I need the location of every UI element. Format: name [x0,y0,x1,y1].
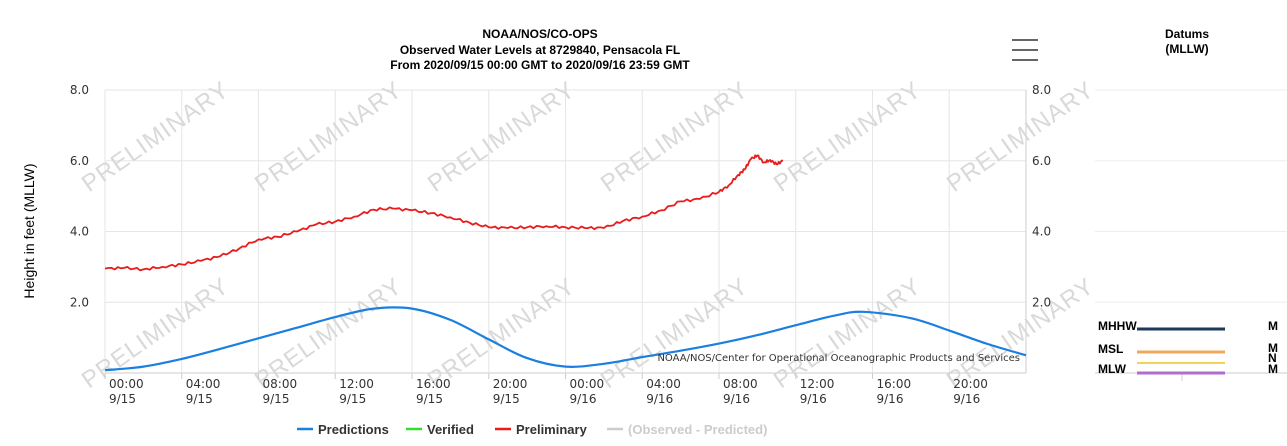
y-tick-label-left: 6.0 [70,154,89,168]
x-tick-label-date: 9/15 [263,392,290,406]
y-axis-title: Height in feet (MLLW) [21,163,37,298]
y-tick-label-right: 8.0 [1032,83,1051,97]
watermark-text: PRELIMINARY [769,272,926,394]
watermark-text: PRELIMINARY [942,272,1099,394]
x-tick-label-time: 04:00 [646,377,681,391]
datum-label-mlw: MLW [1098,362,1127,376]
x-tick-label-date: 9/15 [493,392,520,406]
chart-subtitle-range: From 2020/09/15 00:00 GMT to 2020/09/16 … [390,58,690,72]
y-tick-label-left: 2.0 [70,295,89,309]
x-tick-label-date: 9/15 [416,392,443,406]
datum-label-clipped: N [1268,351,1277,365]
series-line-predictions [104,306,1027,372]
x-tick-label-date: 9/16 [877,392,904,406]
x-tick-label-time: 20:00 [493,377,528,391]
x-tick-label-time: 16:00 [877,377,912,391]
chart-subtitle-station: Observed Water Levels at 8729840, Pensac… [400,43,680,57]
series-layer [104,154,1027,372]
watermark-text: PRELIMINARY [596,272,753,394]
x-tick-label-time: 08:00 [723,377,758,391]
x-tick-label-date: 9/15 [339,392,366,406]
chart-credit: NOAA/NOS/Center for Operational Oceanogr… [657,353,1020,364]
x-tick-label-date: 9/16 [646,392,673,406]
y-tick-label-right: 4.0 [1032,225,1051,239]
x-tick-label-time: 16:00 [416,377,451,391]
x-tick-label-time: 12:00 [339,377,374,391]
x-tick-label-date: 9/16 [723,392,750,406]
legend-item-observed-minus-predicted[interactable]: (Observed - Predicted) [607,422,767,437]
x-tick-label-time: 12:00 [800,377,835,391]
x-tick-label-date: 9/15 [109,392,136,406]
series-line-preliminary [104,154,784,272]
y-tick-label-left: 4.0 [70,225,89,239]
legend-label-preliminary: Preliminary [516,422,588,437]
datum-label-msl: MSL [1098,342,1123,356]
legend-label-observed-minus-predicted: (Observed - Predicted) [628,422,767,437]
x-tick-label-time: 20:00 [953,377,988,391]
watermark-text: PRELIMINARY [423,272,580,394]
x-tick-label-date: 9/16 [800,392,827,406]
axis-layer: 8.0 8.06.0 6.04.0 4.02.0 2.000:009/1504:009/… [70,83,1051,406]
y-tick-label-right: 6.0 [1032,154,1051,168]
legend-label-verified: Verified [427,422,474,437]
datums-title: Datums [1165,27,1209,41]
hamburger-menu-icon[interactable] [1008,34,1042,64]
datum-label-mhhw: MHHW [1098,319,1137,333]
watermark-text: PRELIMINARY [77,76,234,198]
watermark-text: PRELIMINARY [769,76,926,198]
x-tick-label-time: 00:00 [109,377,144,391]
legend-item-predictions[interactable]: Predictions [297,422,389,437]
x-tick-label-time: 08:00 [263,377,298,391]
y-tick-label-right: 2.0 [1032,295,1051,309]
x-tick-label-date: 9/15 [186,392,213,406]
watermark-text: PRELIMINARY [942,76,1099,198]
x-tick-label-time: 04:00 [186,377,221,391]
chart-title: NOAA/NOS/CO-OPS [482,27,597,41]
watermark-text: PRELIMINARY [250,76,407,198]
datum-label-clipped: M [1268,341,1278,355]
datum-label-clipped: M [1268,319,1278,333]
watermark-text: PRELIMINARY [423,76,580,198]
legend-label-predictions: Predictions [318,422,389,437]
datums-subtitle: (MLLW) [1165,42,1208,56]
chart-grid [104,89,1027,374]
legend-item-verified[interactable]: Verified [406,422,474,437]
watermark-text: PRELIMINARY [596,76,753,198]
datum-label-clipped: M [1268,362,1278,376]
y-tick-label-left: 8.0 [70,83,89,97]
watermark-text: PRELIMINARY [77,272,234,394]
x-tick-label-date: 9/16 [953,392,980,406]
x-tick-label-date: 9/16 [570,392,597,406]
legend-item-preliminary[interactable]: Preliminary [495,422,588,437]
x-tick-label-time: 00:00 [570,377,605,391]
legend: Predictions Verified Preliminary (Observ… [297,422,767,437]
